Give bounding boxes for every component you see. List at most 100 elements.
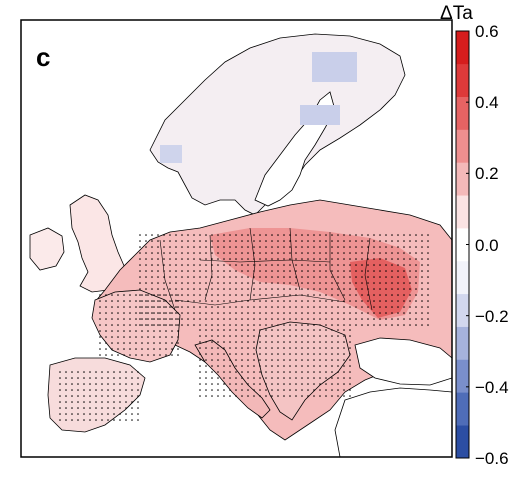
stipple-dot	[135, 312, 137, 314]
stipple-dot	[223, 240, 225, 242]
stipple-dot	[301, 371, 303, 373]
stipple-dot	[307, 264, 309, 266]
stipple-dot	[271, 300, 273, 302]
stipple-dot	[289, 335, 291, 337]
stipple-dot	[295, 359, 297, 361]
stipple-dot	[129, 312, 131, 314]
stipple-dot	[277, 282, 279, 284]
stipple-dot	[403, 318, 405, 320]
stipple-dot	[187, 252, 189, 254]
stipple-dot	[199, 318, 201, 320]
stipple-dot	[421, 312, 423, 314]
stipple-dot	[301, 324, 303, 326]
stipple-dot	[307, 353, 309, 355]
stipple-dot	[165, 324, 167, 326]
stipple-dot	[337, 389, 339, 391]
stipple-dot	[421, 324, 423, 326]
stipple-dot	[163, 234, 165, 236]
stipple-dot	[271, 395, 273, 397]
ireland-land	[29, 227, 65, 271]
stipple-dot	[59, 389, 61, 391]
stipple-dot	[205, 318, 207, 320]
stipple-dot	[307, 234, 309, 236]
stipple-dot	[235, 264, 237, 266]
stipple-dot	[283, 377, 285, 379]
stipple-dot	[211, 329, 213, 331]
stipple-dot	[107, 419, 109, 421]
stipple-dot	[89, 371, 91, 373]
stipple-dot	[295, 395, 297, 397]
stipple-dot	[337, 270, 339, 272]
stipple-dot	[187, 234, 189, 236]
stipple-dot	[83, 377, 85, 379]
stipple-dot	[337, 383, 339, 385]
stipple-dot	[409, 234, 411, 236]
stipple-dot	[325, 294, 327, 296]
stipple-dot	[259, 306, 261, 308]
stipple-dot	[283, 383, 285, 385]
stipple-dot	[235, 234, 237, 236]
stipple-dot	[95, 395, 97, 397]
stipple-dot	[123, 342, 125, 344]
stipple-dot	[283, 359, 285, 361]
stipple-dot	[313, 353, 315, 355]
stipple-dot	[59, 371, 61, 373]
stipple-dot	[65, 407, 67, 409]
stipple-dot	[141, 306, 143, 308]
stipple-dot	[283, 246, 285, 248]
stipple-dot	[397, 240, 399, 242]
stipple-dot	[181, 288, 183, 290]
stipple-dot	[113, 395, 115, 397]
stipple-dot	[277, 395, 279, 397]
stipple-dot	[135, 318, 137, 320]
stipple-dot	[379, 234, 381, 236]
stipple-dot	[217, 359, 219, 361]
stipple-dot	[331, 240, 333, 242]
stipple-dot	[289, 341, 291, 343]
stipple-dot	[253, 276, 255, 278]
stipple-dot	[343, 246, 345, 248]
stipple-dot	[331, 234, 333, 236]
stipple-dot	[385, 258, 387, 260]
stipple-dot	[409, 246, 411, 248]
stipple-dot	[259, 282, 261, 284]
stipple-dot	[265, 359, 267, 361]
stipple-dot	[229, 389, 231, 391]
stipple-dot	[367, 318, 369, 320]
stipple-dot	[343, 353, 345, 355]
stipple-dot	[145, 264, 147, 266]
stipple-dot	[117, 318, 119, 320]
stipple-dot	[277, 329, 279, 331]
stipple-dot	[229, 347, 231, 349]
stipple-dot	[319, 234, 321, 236]
stipple-dot	[313, 395, 315, 397]
stipple-dot	[175, 300, 177, 302]
stipple-dot	[59, 383, 61, 385]
stipple-dot	[415, 294, 417, 296]
stipple-dot	[289, 276, 291, 278]
stipple-dot	[337, 264, 339, 266]
stipple-dot	[403, 264, 405, 266]
stipple-dot	[187, 300, 189, 302]
stipple-dot	[193, 318, 195, 320]
stipple-dot	[253, 252, 255, 254]
stipple-dot	[319, 341, 321, 343]
stipple-dot	[229, 270, 231, 272]
stipple-dot	[349, 353, 351, 355]
stipple-dot	[337, 234, 339, 236]
stipple-dot	[123, 312, 125, 314]
stipple-dot	[313, 282, 315, 284]
stipple-dot	[145, 240, 147, 242]
stipple-dot	[403, 306, 405, 308]
stipple-dot	[157, 264, 159, 266]
stipple-dot	[277, 288, 279, 290]
stipple-dot	[361, 264, 363, 266]
stipple-dot	[163, 246, 165, 248]
stipple-dot	[415, 276, 417, 278]
stipple-dot	[325, 234, 327, 236]
stipple-dot	[253, 318, 255, 320]
stipple-dot	[265, 240, 267, 242]
stipple-dot	[223, 324, 225, 326]
stipple-dot	[355, 282, 357, 284]
stipple-dot	[271, 324, 273, 326]
